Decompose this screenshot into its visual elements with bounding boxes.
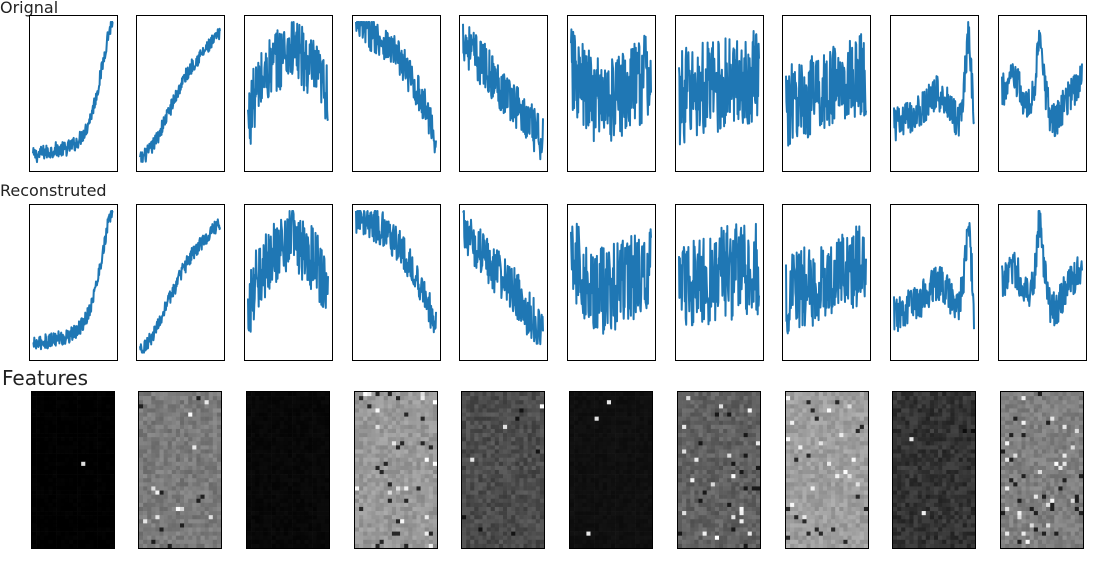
original-panel-10	[998, 15, 1087, 172]
series-line-5	[462, 210, 544, 346]
reconstructed-panel-9	[890, 204, 979, 361]
original-panel-5	[459, 15, 548, 172]
feature-map-6	[569, 391, 653, 549]
series-line-1	[32, 210, 114, 351]
series-line-2	[139, 218, 221, 354]
feature-map-3	[246, 391, 330, 549]
reconstructed-panel-7	[675, 204, 764, 361]
series-line-3	[247, 210, 329, 333]
series-line-1	[32, 21, 114, 164]
row-title-original: Orignal	[0, 0, 59, 17]
series-line-6	[570, 222, 652, 335]
reconstructed-panel-1	[29, 204, 118, 361]
original-panel-4	[352, 15, 441, 172]
reconstructed-panel-2	[136, 204, 225, 361]
series-line-3	[247, 21, 329, 145]
series-line-4	[355, 21, 437, 154]
series-line-8	[785, 225, 867, 335]
reconstructed-panel-3	[244, 204, 333, 361]
original-panel-3	[244, 15, 333, 172]
series-line-10	[1001, 29, 1083, 138]
original-panel-6	[567, 15, 656, 172]
series-line-2	[139, 27, 221, 163]
series-line-4	[355, 210, 437, 334]
feature-map-4	[354, 391, 438, 549]
feature-map-10	[1000, 391, 1084, 549]
original-panel-1	[29, 15, 118, 172]
reconstructed-panel-10	[998, 204, 1087, 361]
original-panel-2	[136, 15, 225, 172]
feature-map-7	[677, 391, 761, 549]
reconstructed-panel-6	[567, 204, 656, 361]
feature-map-9	[892, 391, 976, 549]
row-title-reconstructed: Reconstruted	[0, 181, 107, 200]
series-line-9	[893, 222, 975, 333]
series-line-6	[570, 28, 652, 143]
original-panel-9	[890, 15, 979, 172]
feature-map-2	[138, 391, 222, 549]
feature-map-5	[461, 391, 545, 549]
feature-map-8	[785, 391, 869, 549]
original-panel-8	[782, 15, 871, 172]
series-line-7	[678, 222, 760, 327]
reconstructed-panel-5	[459, 204, 548, 361]
series-line-10	[1001, 210, 1083, 327]
original-panel-7	[675, 15, 764, 172]
series-line-7	[678, 30, 760, 146]
row-title-features: Features	[2, 366, 88, 390]
feature-map-1	[31, 391, 115, 549]
reconstructed-panel-4	[352, 204, 441, 361]
reconstructed-panel-8	[782, 204, 871, 361]
series-line-5	[462, 23, 544, 161]
series-line-8	[785, 33, 867, 147]
series-line-9	[893, 21, 975, 142]
